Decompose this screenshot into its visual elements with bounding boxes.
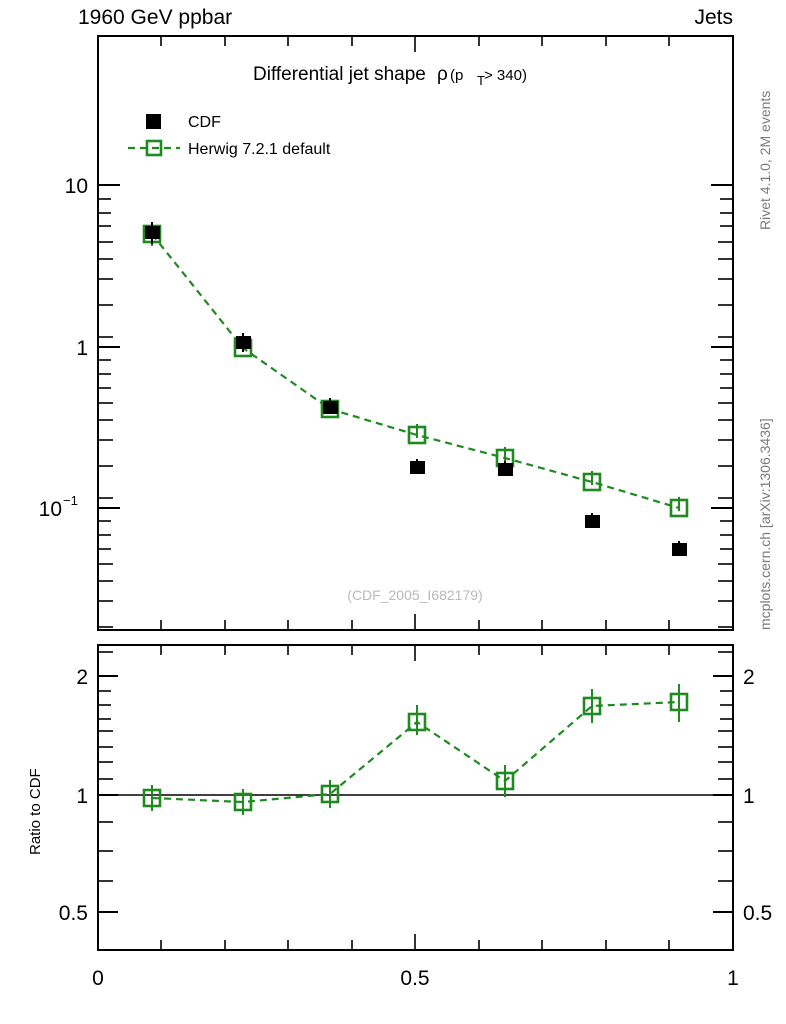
herwig-ratio-point-6 <box>582 689 602 723</box>
herwig-ratio-point-7 <box>669 684 689 722</box>
ratio-y-tick-label-0p5-left: 0.5 <box>59 902 88 925</box>
analysis-watermark: (CDF_2005_I682179) <box>347 587 482 603</box>
y-tick-label-0p1: 10 −1 <box>39 493 78 521</box>
y-tick-label-1: 1 <box>76 337 88 360</box>
legend-marker-herwig <box>145 139 163 157</box>
cdf-point-3 <box>323 398 338 414</box>
herwig-ratio-point-5 <box>495 765 515 797</box>
cdf-point-7 <box>672 541 687 556</box>
cdf-point-1 <box>145 222 160 244</box>
herwig-ratio-point-1 <box>142 785 162 811</box>
herwig-ratio-markers <box>142 684 689 815</box>
ratio-y-tick-label-2-left: 2 <box>76 666 88 689</box>
ratio-axis-title: Ratio to CDF <box>27 768 44 855</box>
main-panel-y-ticks-right <box>711 184 733 628</box>
cdf-point-2 <box>236 333 251 352</box>
side-label-mcplots: mcplots.cern.ch [arXiv:1306.3436] <box>757 418 773 630</box>
herwig-point-6 <box>582 471 602 492</box>
x-tick-label-0p5: 0.5 <box>400 967 429 990</box>
page-title: Differential jet shape ρ (p T > 340) <box>253 64 527 88</box>
cdf-point-4 <box>410 459 425 474</box>
x-tick-label-1: 1 <box>727 967 739 990</box>
ratio-panel-x-ticks <box>97 645 734 950</box>
y-tick-label-10: 10 <box>65 175 88 198</box>
svg-text:10: 10 <box>39 498 62 521</box>
ratio-y-tick-label-1-left: 1 <box>76 785 88 808</box>
ratio-panel-frame <box>97 644 734 951</box>
ratio-panel-y-ticks-right <box>713 651 733 913</box>
legend-entry-cdf[interactable]: CDF <box>146 114 221 131</box>
herwig-ratio-point-3 <box>320 780 340 808</box>
side-label-rivet: Rivet 4.1.0, 2M events <box>757 91 773 230</box>
page-title-qualifier-open: (p <box>450 67 463 84</box>
main-panel-y-ticks-left <box>98 184 120 628</box>
x-tick-label-0: 0 <box>92 967 104 990</box>
legend-label-cdf: CDF <box>188 114 221 131</box>
page-title-qualifier-sub: T <box>477 73 485 88</box>
cdf-point-5 <box>498 461 513 476</box>
ratio-y-tick-label-1-right: 1 <box>743 785 755 808</box>
legend-marker-cdf <box>146 114 161 129</box>
page-title-qualifier-close: > 340) <box>484 67 527 84</box>
herwig-ratio-line <box>151 700 680 804</box>
ratio-panel-y-ticks-left <box>98 651 118 913</box>
herwig-ratio-point-4 <box>407 705 427 735</box>
header-left-label: 1960 GeV ppbar <box>78 6 232 29</box>
herwig-point-4 <box>407 424 427 445</box>
svg-text:−1: −1 <box>63 493 78 508</box>
page-title-rho: ρ <box>437 64 448 85</box>
legend: CDF Herwig 7.2.1 default <box>128 114 331 158</box>
cdf-point-6 <box>585 513 600 528</box>
header-right-label: Jets <box>694 6 733 29</box>
cdf-main-markers <box>145 222 687 556</box>
herwig-point-7 <box>669 497 689 518</box>
ratio-y-tick-label-2-right: 2 <box>743 666 755 689</box>
legend-label-herwig: Herwig 7.2.1 default <box>188 141 331 158</box>
herwig-ratio-point-2 <box>233 789 253 815</box>
page-title-main: Differential jet shape <box>253 64 426 85</box>
ratio-y-tick-label-0p5-right: 0.5 <box>743 902 772 925</box>
legend-entry-herwig[interactable]: Herwig 7.2.1 default <box>128 139 331 158</box>
